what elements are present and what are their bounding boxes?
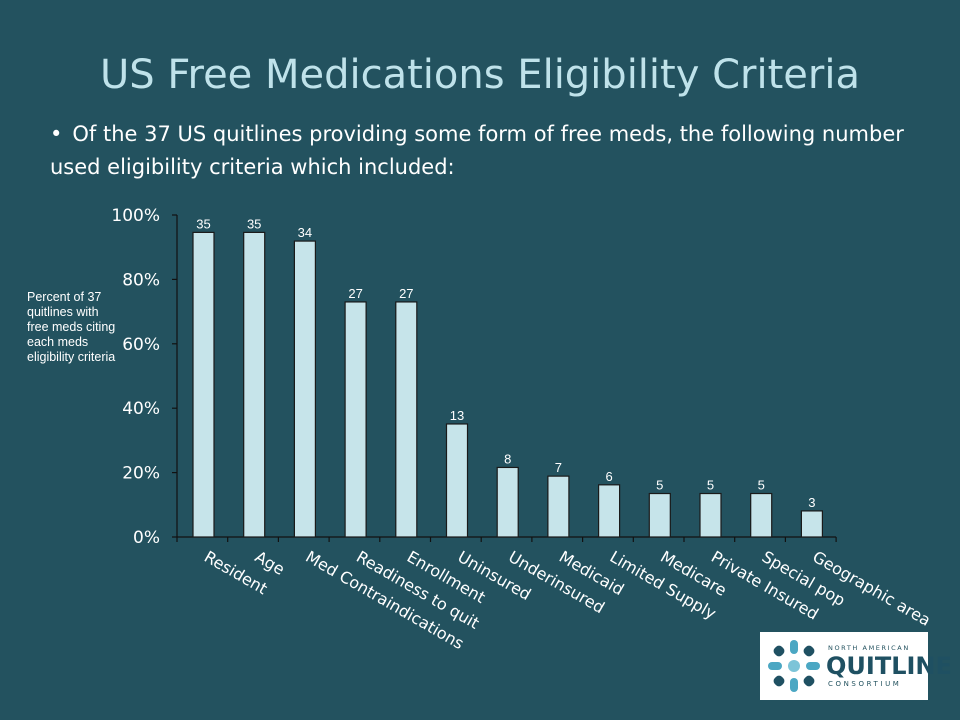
bar (597, 484, 621, 538)
logo-bottom-text: CONSORTIUM (828, 680, 902, 688)
y-tick-label: 80% (122, 270, 160, 290)
logo-main-text: QUITLINE (826, 652, 952, 680)
data-label: 5 (758, 478, 765, 493)
logo-top-text: NORTH AMERICAN (828, 644, 910, 652)
bar (293, 240, 316, 538)
y-axis-label: Percent of 37 quitlines with free meds c… (27, 290, 116, 364)
bar (496, 466, 519, 538)
y-tick-label: 20% (122, 464, 160, 484)
bullet-icon: • (50, 122, 63, 146)
data-label: 13 (450, 408, 464, 423)
bar (750, 492, 773, 538)
y-tick-label: 60% (122, 335, 160, 355)
bar (344, 301, 367, 538)
quitline-logo: NORTH AMERICAN QUITLINE CONSORTIUM (760, 632, 952, 700)
data-label: 6 (605, 469, 612, 484)
page-title: US Free Medications Eligibility Criteria (100, 52, 860, 98)
bullet-text-block: • Of the 37 US quitlines providing some f… (50, 118, 930, 184)
bar (395, 301, 418, 538)
data-label: 27 (348, 286, 362, 301)
data-label: 7 (555, 460, 562, 475)
bar (648, 492, 671, 538)
data-label: 34 (298, 225, 312, 240)
data-label: 5 (707, 478, 714, 493)
data-label: 27 (399, 286, 413, 301)
bar (445, 423, 469, 538)
data-label: 35 (196, 216, 210, 231)
data-label: 5 (656, 478, 663, 493)
bar (243, 231, 266, 538)
bar (192, 231, 215, 538)
bar (547, 475, 570, 538)
data-label: 3 (808, 495, 815, 510)
bar (699, 492, 722, 538)
quitline-logo-icon (768, 640, 820, 692)
y-tick-label: 0% (133, 528, 160, 548)
y-tick-label: 100% (111, 206, 160, 226)
bar (800, 510, 824, 538)
data-label: 35 (247, 216, 261, 231)
bullet-text: Of the 37 US quitlines providing some fo… (50, 122, 904, 179)
data-label: 8 (504, 451, 511, 466)
y-tick-label: 40% (122, 399, 160, 419)
